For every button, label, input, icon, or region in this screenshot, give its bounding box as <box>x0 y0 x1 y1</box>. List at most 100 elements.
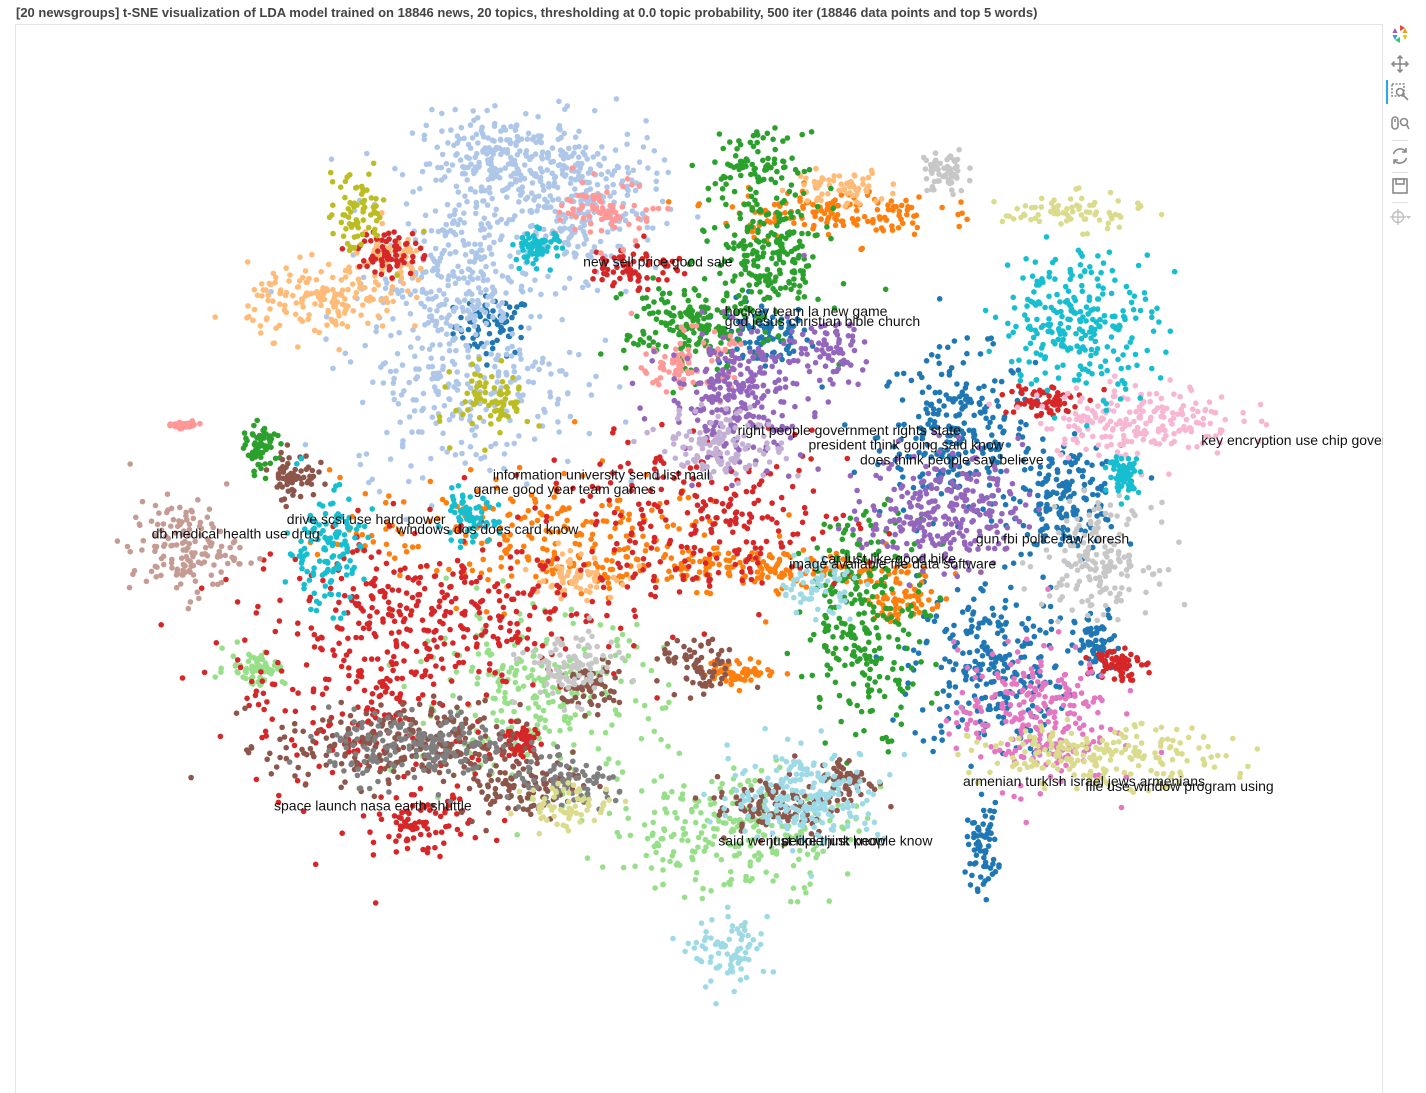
data-point <box>749 250 756 257</box>
data-point <box>988 518 995 524</box>
data-point <box>502 165 509 171</box>
data-point <box>593 584 600 590</box>
data-point <box>782 284 789 291</box>
data-point <box>230 653 237 659</box>
data-point <box>664 523 671 530</box>
data-point <box>886 379 892 386</box>
data-point <box>607 533 614 540</box>
data-point <box>554 555 560 562</box>
data-point <box>540 183 546 189</box>
data-point <box>824 224 830 230</box>
data-point <box>253 444 260 451</box>
data-point <box>589 570 596 576</box>
data-point <box>659 705 666 712</box>
data-point <box>455 221 461 228</box>
data-point <box>890 717 896 723</box>
data-point <box>798 673 805 680</box>
data-point <box>815 296 821 303</box>
data-point <box>1060 524 1066 531</box>
data-point <box>971 596 977 602</box>
data-point <box>446 566 452 573</box>
data-point <box>483 641 490 647</box>
data-point <box>731 765 737 771</box>
data-point <box>666 290 673 297</box>
data-point <box>415 543 422 550</box>
data-point <box>263 733 269 739</box>
data-point <box>618 678 624 684</box>
data-point <box>497 617 503 623</box>
data-point <box>977 351 984 357</box>
data-point <box>674 815 680 821</box>
data-point <box>986 666 992 673</box>
data-point <box>823 625 829 631</box>
data-point <box>773 195 780 201</box>
data-point <box>705 326 712 333</box>
data-point <box>560 580 566 586</box>
data-point <box>605 574 611 581</box>
data-point <box>373 324 380 330</box>
data-point <box>1037 528 1044 534</box>
data-point <box>492 583 498 590</box>
data-point <box>544 167 551 173</box>
data-point <box>744 157 751 164</box>
data-point <box>943 596 950 602</box>
data-point <box>625 187 631 194</box>
data-point <box>447 323 454 329</box>
data-point <box>261 425 268 432</box>
data-point <box>258 330 264 336</box>
data-point <box>511 309 518 316</box>
data-point <box>499 273 506 279</box>
data-point <box>640 533 646 539</box>
data-point <box>1027 640 1034 647</box>
data-point <box>665 310 672 316</box>
data-point <box>382 689 389 695</box>
data-point <box>936 296 943 302</box>
data-point <box>389 587 396 593</box>
data-point <box>664 299 671 305</box>
data-point <box>537 165 544 172</box>
data-point <box>519 289 526 295</box>
data-point <box>640 328 646 335</box>
data-point <box>765 211 772 217</box>
data-point <box>1077 452 1083 458</box>
data-point <box>533 573 539 580</box>
data-point <box>296 278 303 284</box>
data-point <box>605 580 612 586</box>
data-point <box>732 153 739 159</box>
data-point <box>445 276 451 283</box>
data-point <box>325 309 332 315</box>
data-point <box>871 583 878 590</box>
data-point <box>412 353 418 360</box>
data-point <box>585 561 592 567</box>
data-point <box>958 199 964 205</box>
data-point <box>897 686 903 692</box>
data-point <box>397 572 403 579</box>
data-point <box>765 155 771 162</box>
data-point <box>695 292 702 299</box>
data-point <box>540 355 546 362</box>
data-point <box>339 301 346 308</box>
data-point <box>545 692 551 698</box>
data-point <box>501 817 508 824</box>
data-point <box>580 149 586 156</box>
data-point <box>660 836 666 842</box>
data-point <box>431 699 437 706</box>
data-point <box>670 522 677 528</box>
data-point <box>566 349 573 356</box>
data-point <box>832 222 839 229</box>
data-point <box>884 616 890 622</box>
data-point <box>819 175 825 181</box>
data-point <box>483 609 490 615</box>
data-point <box>776 533 783 539</box>
data-point <box>1096 625 1103 632</box>
data-point <box>847 700 853 707</box>
data-point <box>653 316 660 323</box>
data-point <box>483 263 489 270</box>
data-point <box>370 539 377 545</box>
data-point <box>560 505 566 511</box>
data-point <box>488 155 495 162</box>
data-point <box>1087 479 1094 486</box>
data-point <box>988 661 995 667</box>
data-point <box>453 249 459 255</box>
